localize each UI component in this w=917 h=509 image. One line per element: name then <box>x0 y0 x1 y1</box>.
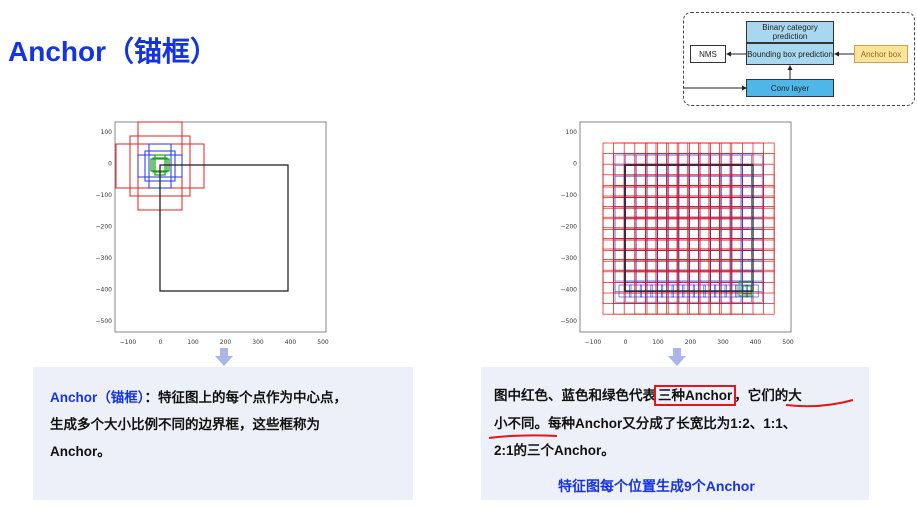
right-line-2-b: 每种Anchor又分成了长宽比为1:2、1:1、 <box>548 416 797 431</box>
anchor-box-node: Anchor box <box>854 45 908 63</box>
anchor-term: Anchor（锚框） <box>50 390 145 405</box>
right-y-tick: 100 <box>566 129 578 136</box>
left-y-tick: −200 <box>96 224 113 231</box>
right-anchor-plot: 100 0 −100 −200 −300 −400 −500 −100 0 100 200 300 4… <box>561 121 794 346</box>
left-description-panel: Anchor（锚框）：特征图上的每个点作为中心点， 生成多个大小比例不同的边界框… <box>33 367 413 500</box>
left-y-tick: 100 <box>101 129 113 136</box>
down-arrow-right <box>668 348 686 366</box>
three-anchors-highlight: 三种Anchor <box>653 385 737 406</box>
red-underline-annotation <box>488 399 854 439</box>
anchor-rect <box>729 269 775 315</box>
right-line-1-b: ，它们的大 <box>734 388 802 403</box>
nms-box: NMS <box>690 45 726 63</box>
left-y-tick: −500 <box>96 318 113 325</box>
left-x-tick: 400 <box>285 339 297 346</box>
page-title: Anchor（锚框） <box>8 36 219 67</box>
anchor-rect <box>742 285 752 295</box>
left-x-tick: 0 <box>159 339 163 346</box>
down-arrow-left <box>215 348 233 366</box>
left-line-1: Anchor（锚框）：特征图上的每个点作为中心点， <box>50 384 347 411</box>
right-x-tick: 200 <box>685 339 697 346</box>
bounding-box-prediction-box: Bounding box prediction <box>746 43 834 65</box>
right-line-3: 2:1的三个Anchor。 <box>494 443 615 458</box>
left-x-tick: −100 <box>120 339 137 346</box>
left-x-tick: 300 <box>252 339 264 346</box>
conv-layer-label: Conv layer <box>770 83 810 93</box>
right-y-tick: −400 <box>561 287 578 294</box>
black-box-right <box>624 164 754 292</box>
bounding-box-label: Bounding box prediction <box>747 49 833 59</box>
right-x-tick: 400 <box>750 339 762 346</box>
anchor-rect <box>741 260 763 282</box>
left-y-tick: −400 <box>96 287 113 294</box>
nms-label: NMS <box>699 49 717 59</box>
left-x-tick: 100 <box>187 339 199 346</box>
right-x-tick: 500 <box>782 339 794 346</box>
black-box <box>159 164 289 292</box>
right-x-tick: 300 <box>717 339 729 346</box>
caption: 特征图每个位置生成9个Anchor <box>558 478 755 494</box>
left-y-tick: −300 <box>96 255 113 262</box>
binary-category-label: Binary category prediction <box>762 23 818 41</box>
right-y-tick: −100 <box>561 192 578 199</box>
left-line-1-rest: ：特征图上的每个点作为中心点， <box>144 390 348 405</box>
left-x-tick: 500 <box>317 339 329 346</box>
right-description-panel: 图中红色、蓝色和绿色代表 三种Anchor ，它们的大 小不同。每种Anchor又分… <box>481 367 869 500</box>
left-y-tick: 0 <box>108 161 112 168</box>
left-line-2: 生成多个大小比例不同的边界框，这些框称为 <box>50 417 320 432</box>
right-line-2-a: 小不同。 <box>494 416 548 431</box>
right-x-tick: 0 <box>624 339 628 346</box>
anchor-box-label: Anchor box <box>860 49 902 59</box>
right-y-tick: −300 <box>561 255 578 262</box>
right-y-tick: 0 <box>573 161 577 168</box>
left-anchor-plot: 100 0 −100 −200 −300 −400 −500 −100 0 100 200 300 4… <box>96 121 329 346</box>
right-y-tick: −200 <box>561 224 578 231</box>
left-y-tick: −100 <box>96 192 113 199</box>
diagram-arrows <box>684 51 854 91</box>
right-x-tick: −100 <box>585 339 602 346</box>
left-x-tick: 200 <box>220 339 232 346</box>
right-y-tick: −500 <box>561 318 578 325</box>
right-line-1-a: 图中红色、蓝色和绿色代表 <box>494 388 656 403</box>
left-line-3: Anchor。 <box>50 444 111 459</box>
architecture-diagram: Binary category prediction Bounding box … <box>683 12 915 106</box>
binary-category-box: Binary category prediction <box>746 21 834 43</box>
right-line-1: 图中红色、蓝色和绿色代表 三种Anchor ，它们的大 <box>494 382 802 409</box>
right-x-tick: 100 <box>652 339 664 346</box>
right-line-2: 小不同。每种Anchor又分成了长宽比为1:2、1:1、 <box>494 410 796 437</box>
